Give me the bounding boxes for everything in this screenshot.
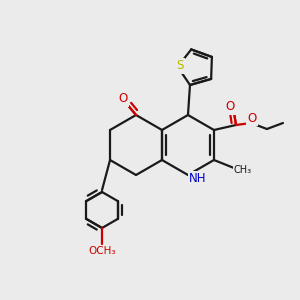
Text: O: O (247, 112, 256, 124)
Text: OCH₃: OCH₃ (88, 246, 116, 256)
Text: NH: NH (189, 172, 207, 185)
Text: O: O (225, 100, 235, 113)
Text: CH₃: CH₃ (234, 165, 252, 175)
Text: S: S (176, 59, 183, 72)
Text: O: O (118, 92, 127, 106)
